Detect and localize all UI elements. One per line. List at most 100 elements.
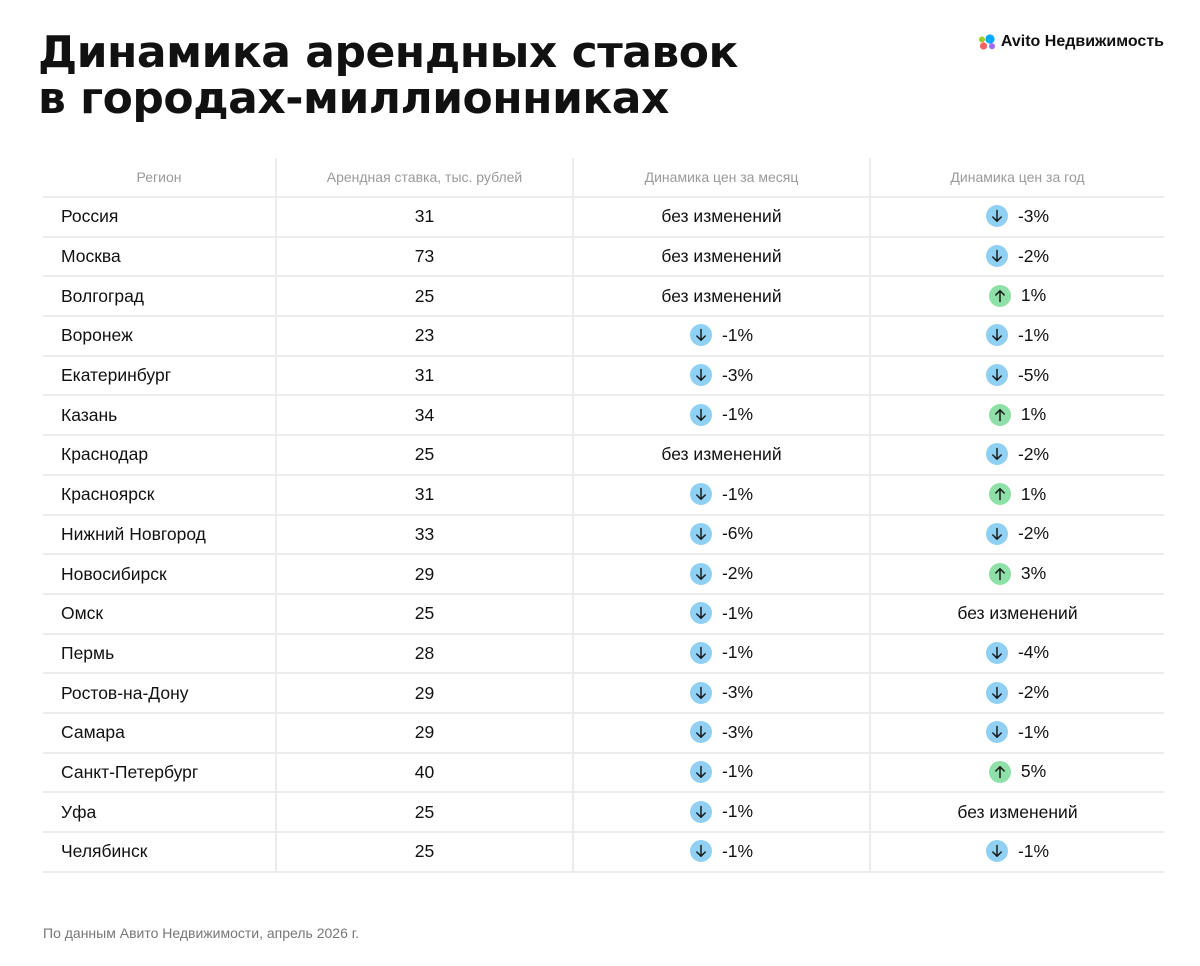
table-row: Омск 25 -1% без изменений <box>43 593 1164 635</box>
year-change-cell-value: -4% <box>985 641 1049 664</box>
month-change-cell-value: без изменений <box>661 444 781 465</box>
table-row: Екатеринбург 31 -3% -5% <box>43 355 1164 397</box>
column-header-rate: Арендная ставка, тыс. рублей <box>276 158 574 197</box>
month-change-cell-text: -1% <box>721 404 754 425</box>
month-change-cell: -1% <box>573 474 871 516</box>
month-change-cell-value: -1% <box>689 403 754 426</box>
year-change-cell: -1% <box>870 712 1164 754</box>
month-change-cell-value: -6% <box>689 522 754 545</box>
year-change-cell: -3% <box>870 197 1164 238</box>
year-change-cell: -2% <box>870 673 1164 714</box>
year-change-cell: 1% <box>870 474 1164 516</box>
table-row: Казань 34 -1% 1% <box>43 395 1164 437</box>
rate-cell: 31 <box>276 355 574 397</box>
arrow-down-icon <box>985 721 1008 744</box>
month-change-cell-text: -6% <box>721 523 754 544</box>
year-change-cell-text: -2% <box>1017 682 1050 703</box>
arrow-down-icon <box>985 522 1008 545</box>
month-change-cell: без изменений <box>573 276 871 318</box>
year-change-cell-text: 1% <box>1020 285 1047 306</box>
year-change-cell-value: -1% <box>985 721 1049 744</box>
year-change-cell: -1% <box>870 316 1164 357</box>
rate-cell: 40 <box>276 752 574 794</box>
month-change-cell-text: -3% <box>721 364 754 385</box>
year-change-cell: -2% <box>870 514 1164 556</box>
year-change-cell-value: -2% <box>985 245 1049 268</box>
rate-cell: 25 <box>276 435 574 476</box>
table-row: Россия 31 без изменений -3% <box>43 197 1164 238</box>
source-note: По данным Авито Недвижимости, апрель 202… <box>43 925 360 941</box>
region-cell: Пермь <box>43 633 277 675</box>
rate-cell: 25 <box>276 792 574 833</box>
arrow-up-icon <box>988 403 1011 426</box>
rate-cell: 33 <box>276 514 574 556</box>
month-change-cell-value: -1% <box>689 483 753 506</box>
arrow-down-icon <box>985 364 1008 387</box>
month-change-cell-text: -2% <box>721 563 754 584</box>
region-cell: Самара <box>43 712 277 754</box>
region-cell: Санкт-Петербург <box>43 752 277 794</box>
month-change-cell: без изменений <box>573 197 871 238</box>
arrow-down-icon <box>689 324 712 347</box>
rate-cell: 25 <box>276 832 574 873</box>
month-change-cell-value: -3% <box>689 721 754 744</box>
region-cell: Волгоград <box>43 276 277 318</box>
month-change-cell: -1% <box>573 633 871 675</box>
month-change-cell-text: -1% <box>721 642 754 663</box>
arrow-down-icon <box>689 483 712 506</box>
arrow-down-icon <box>689 602 712 625</box>
month-change-cell-value: -1% <box>689 324 754 347</box>
brand-logo: Avito Недвижимость <box>977 33 1164 51</box>
page-title: Динамика арендных ставок в городах-милли… <box>38 30 738 122</box>
month-change-cell: -1% <box>573 832 871 873</box>
column-header-region: Регион <box>43 158 277 197</box>
year-change-cell: 1% <box>870 395 1164 437</box>
arrow-down-icon <box>689 364 712 387</box>
year-change-cell-value: -3% <box>985 205 1049 228</box>
year-change-cell-value: -1% <box>985 324 1050 347</box>
region-cell: Казань <box>43 395 277 437</box>
region-cell: Воронеж <box>43 316 277 357</box>
year-change-cell: -4% <box>870 633 1164 675</box>
table-row: Красноярск 31 -1% 1% <box>43 474 1164 516</box>
year-change-cell-text: -1% <box>1017 840 1050 861</box>
month-change-cell-text: -1% <box>721 761 754 782</box>
month-change-cell: -3% <box>573 673 871 714</box>
rate-cell: 29 <box>276 673 574 714</box>
year-change-cell-text: 1% <box>1020 404 1047 425</box>
month-change-cell: -1% <box>573 792 871 833</box>
month-change-cell-text: -1% <box>721 324 754 345</box>
region-cell: Омск <box>43 593 277 635</box>
rate-cell: 25 <box>276 276 574 318</box>
month-change-cell-value: -1% <box>689 840 754 863</box>
year-change-cell: -2% <box>870 435 1164 476</box>
month-change-cell-value: без изменений <box>661 286 781 307</box>
month-change-cell-value: -1% <box>689 641 754 664</box>
table-row: Воронеж 23 -1% -1% <box>43 316 1164 357</box>
region-cell: Нижний Новгород <box>43 514 277 556</box>
month-change-cell: -1% <box>573 752 871 794</box>
arrow-down-icon <box>985 324 1008 347</box>
month-change-cell-text: -1% <box>721 840 754 861</box>
year-change-cell: 5% <box>870 752 1164 794</box>
region-cell: Москва <box>43 236 277 278</box>
rate-cell: 31 <box>276 474 574 516</box>
title-line-2: в городах-миллионниках <box>38 73 669 124</box>
table-row: Краснодар 25 без изменений -2% <box>43 435 1164 476</box>
year-change-cell: -2% <box>870 236 1164 278</box>
month-change-cell-text: без изменений <box>661 206 782 227</box>
year-change-cell-value: 3% <box>988 562 1046 585</box>
arrow-down-icon <box>689 840 712 863</box>
month-change-cell-text: -3% <box>721 721 754 742</box>
year-change-cell-text: -1% <box>1017 324 1050 345</box>
month-change-cell: -2% <box>573 554 871 595</box>
month-change-cell: без изменений <box>573 435 871 476</box>
table-row: Самара 29 -3% -1% <box>43 712 1164 754</box>
year-change-cell: 1% <box>870 276 1164 318</box>
arrow-down-icon <box>689 681 712 704</box>
month-change-cell-text: без изменений <box>661 444 782 465</box>
rate-cell: 34 <box>276 395 574 437</box>
title-line-1: Динамика арендных ставок <box>38 27 738 78</box>
year-change-cell-value: -2% <box>985 443 1049 466</box>
year-change-cell-text: -2% <box>1017 523 1050 544</box>
